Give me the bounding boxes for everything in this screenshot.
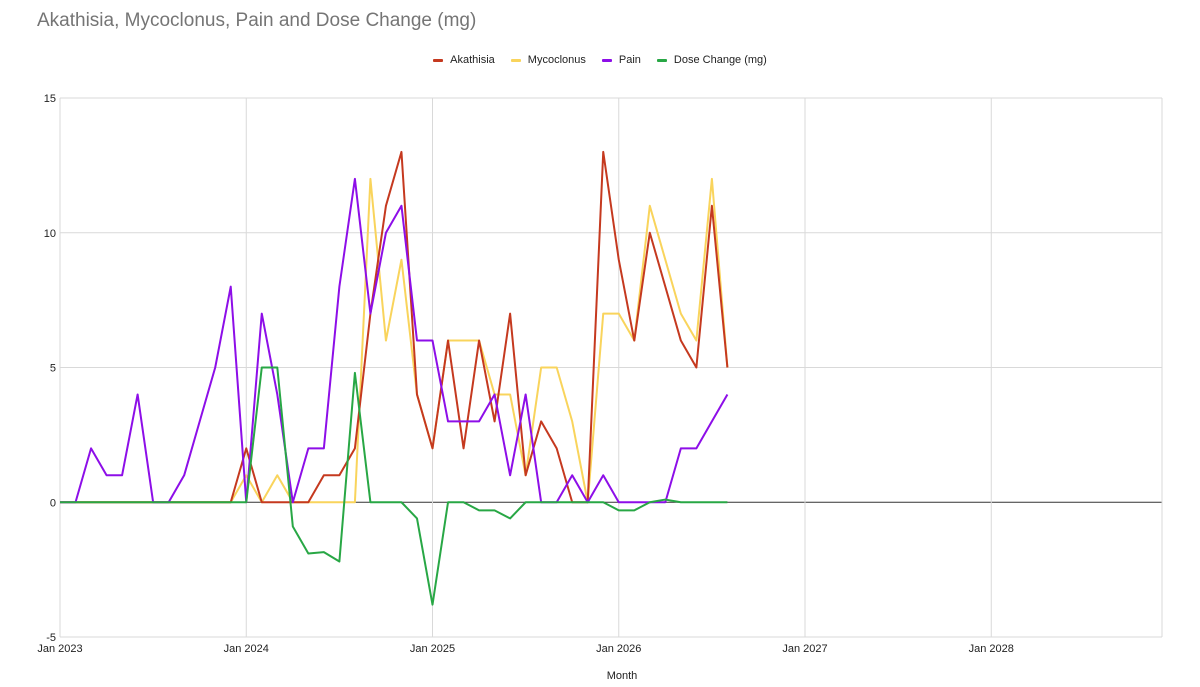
- x-tick-label: Jan 2024: [224, 643, 269, 655]
- legend-label: Akathisia: [450, 54, 495, 66]
- legend-label: Pain: [618, 54, 641, 66]
- y-tick-label: 15: [44, 93, 56, 105]
- legend-item[interactable]: Mycoclonus: [510, 54, 586, 66]
- x-tick-label: Jan 2026: [596, 643, 641, 655]
- series-line-mycoclonus: [60, 177, 729, 504]
- legend-swatch: [510, 58, 521, 62]
- legend-swatch: [601, 58, 612, 62]
- legend-item[interactable]: Dose Change (mg): [656, 54, 767, 66]
- legend-item[interactable]: Pain: [601, 54, 641, 66]
- y-tick-label: 10: [44, 228, 56, 240]
- y-tick-label: 0: [50, 497, 56, 509]
- legend-item[interactable]: Akathisia: [433, 54, 495, 66]
- x-tick-label: Jan 2028: [969, 643, 1014, 655]
- legend-label: Dose Change (mg): [673, 54, 767, 66]
- y-tick-label: 5: [50, 363, 56, 375]
- series-line-dose-change-mg: [60, 366, 728, 606]
- x-tick-label: Jan 2025: [410, 643, 455, 655]
- chart-legend: Akathisia Mycoclonus Pain Dose Change (mg): [0, 54, 1200, 66]
- legend-label: Mycoclonus: [527, 54, 586, 66]
- chart-title: Akathisia, Mycoclonus, Pain and Dose Cha…: [37, 10, 477, 31]
- y-tick-label: -5: [46, 632, 56, 644]
- x-axis-label: Month: [607, 670, 638, 682]
- legend-swatch: [656, 58, 667, 62]
- legend-swatch: [433, 58, 444, 62]
- x-tick-label: Jan 2027: [782, 643, 827, 655]
- x-tick-label: Jan 2023: [37, 643, 82, 655]
- series-line-pain: [60, 177, 729, 504]
